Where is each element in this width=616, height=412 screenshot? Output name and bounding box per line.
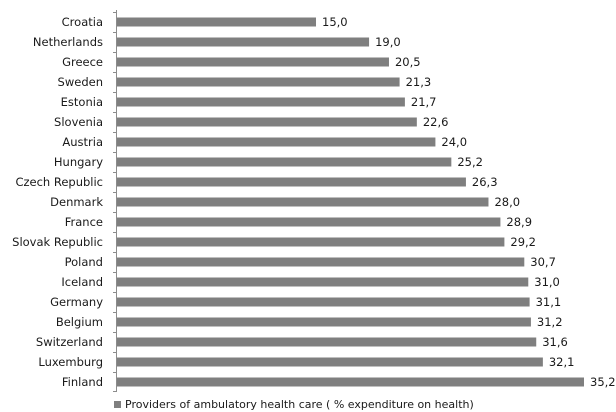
bar	[117, 217, 501, 227]
value-label: 31,0	[534, 275, 560, 289]
bar	[117, 97, 405, 107]
category-label: Iceland	[61, 275, 103, 289]
value-label: 22,6	[423, 115, 449, 129]
category-label: Germany	[50, 295, 103, 309]
category-label: Estonia	[61, 95, 103, 109]
category-labels: Croatia Netherlands Greece Sweden Estonia Slo…	[12, 15, 103, 389]
category-label: Switzerland	[36, 335, 103, 349]
value-label: 35,2	[590, 375, 616, 389]
bar	[117, 157, 452, 167]
legend: Providers of ambulatory health care ( % …	[114, 398, 474, 411]
category-label: France	[65, 215, 103, 229]
value-label: 31,6	[542, 335, 568, 349]
bar	[117, 137, 436, 147]
bar	[117, 77, 400, 87]
category-axis-ticks	[113, 12, 117, 392]
bar	[117, 337, 537, 347]
value-label: 26,3	[472, 175, 498, 189]
category-label: Belgium	[56, 315, 103, 329]
value-label: 25,2	[457, 155, 483, 169]
value-label: 21,7	[411, 95, 437, 109]
category-label: Netherlands	[33, 35, 103, 49]
category-label: Poland	[65, 255, 103, 269]
bars	[117, 17, 584, 387]
category-label: Slovak Republic	[12, 235, 103, 249]
bar	[117, 317, 531, 327]
category-label: Croatia	[62, 15, 103, 29]
bar	[117, 257, 525, 267]
value-label: 28,0	[494, 195, 520, 209]
value-label: 19,0	[375, 35, 401, 49]
category-label: Czech Republic	[15, 175, 103, 189]
bar	[117, 197, 489, 207]
category-label: Finland	[62, 375, 103, 389]
legend-label: Providers of ambulatory health care ( % …	[125, 398, 474, 411]
category-label: Greece	[62, 55, 103, 69]
bar	[117, 357, 543, 367]
value-label: 20,5	[395, 55, 421, 69]
value-label: 30,7	[530, 255, 556, 269]
bar	[117, 57, 389, 67]
category-label: Hungary	[54, 155, 103, 169]
bar	[117, 297, 530, 307]
value-label: 21,3	[406, 75, 432, 89]
value-labels: 15,0 19,0 20,5 21,3 21,7 22,6 24,0 25,2 26,3 28,0…	[322, 15, 616, 389]
value-label: 28,9	[506, 215, 532, 229]
value-label: 32,1	[549, 355, 575, 369]
bar	[117, 117, 417, 127]
value-label: 24,0	[441, 135, 467, 149]
category-label: Austria	[62, 135, 103, 149]
bar	[117, 237, 505, 247]
bar	[117, 37, 370, 47]
category-label: Denmark	[50, 195, 103, 209]
category-label: Sweden	[58, 75, 103, 89]
value-label: 31,2	[537, 315, 563, 329]
value-label: 29,2	[510, 235, 536, 249]
category-label: Luxemburg	[38, 355, 103, 369]
bar	[117, 277, 529, 287]
value-label: 31,1	[536, 295, 562, 309]
category-label: Slovenia	[54, 115, 103, 129]
value-label: 15,0	[322, 15, 348, 29]
bar	[117, 17, 317, 27]
bar	[117, 377, 584, 387]
legend-swatch	[114, 401, 121, 408]
bar	[117, 177, 466, 187]
